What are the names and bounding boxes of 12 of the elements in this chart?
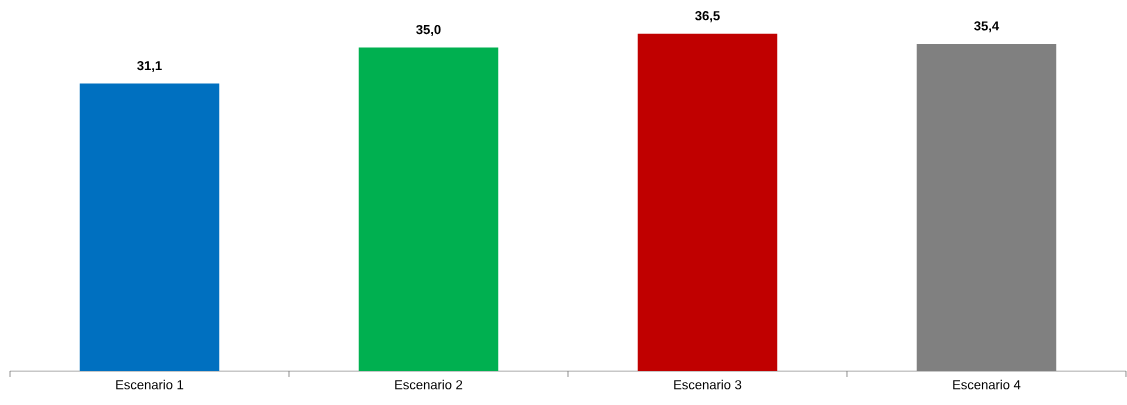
x-tick-label: Escenario 3 [674, 379, 742, 390]
bar [637, 33, 778, 371]
bar [79, 83, 220, 371]
data-label: 31,1 [137, 61, 162, 73]
x-tick-label: Escenario 2 [395, 379, 463, 390]
data-label: 36,5 [695, 11, 720, 23]
data-label: 35,0 [416, 24, 441, 37]
bar [358, 47, 499, 371]
x-tick-label: Escenario 1 [116, 379, 184, 390]
data-label: 35,4 [974, 21, 1000, 33]
bar [916, 43, 1057, 371]
x-tick-label: Escenario 4 [953, 379, 1021, 390]
